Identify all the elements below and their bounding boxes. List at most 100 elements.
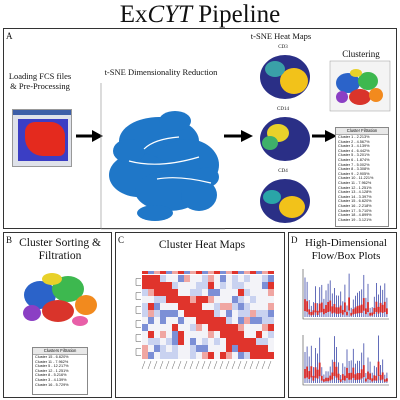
heatmap-cell: [160, 296, 166, 303]
heatmap-column-strip: [202, 271, 208, 274]
cluster-list-row[interactable]: Cluster 19 - 3.121%: [336, 218, 388, 223]
heatmap-cell: [178, 282, 184, 289]
heatmap-cell: [202, 296, 208, 303]
heatmap-column-strip: [184, 271, 190, 274]
box-plot-box: [321, 303, 323, 313]
box-plot-box: [323, 379, 325, 382]
cluster-filtration-list[interactable]: Cluster Filtration Cluster 1 - 2.213% Clu…: [335, 127, 389, 227]
heatmap-cell: [262, 310, 268, 317]
box-plot-box: [376, 302, 378, 312]
heatmap-cell: [214, 282, 220, 289]
panel-b-title: Cluster Sorting & Filtration: [12, 237, 108, 263]
heatmap-cell: [148, 345, 154, 352]
box-plot-box: [348, 297, 350, 310]
heatmap-cell: [244, 352, 250, 359]
heatmap-column-label-tick: [178, 361, 181, 369]
heatmap-cell: [214, 303, 220, 310]
box-plot-box: [315, 303, 317, 312]
box-plot-box: [325, 378, 327, 382]
heatmap-cell: [172, 289, 178, 296]
heatmap-cell: [262, 324, 268, 331]
cluster-sort-rows: Cluster 15 - 6.620% Cluster 11 - 7.962% Cl…: [33, 355, 87, 387]
heatmap-cell: [160, 338, 166, 345]
heatmap-cell: [196, 303, 202, 310]
heatmap-cell: [256, 310, 262, 317]
box-plot-box: [334, 362, 336, 376]
heatmap-cell: [244, 282, 250, 289]
heatmap-cell: [160, 289, 166, 296]
heatmap-cell: [166, 345, 172, 352]
heatmap-cell: [256, 303, 262, 310]
heatmap-column-label-tick: [202, 361, 205, 369]
heatmap-cell: [268, 324, 274, 331]
box-plot-box: [340, 379, 342, 381]
heatmap-column-strip: [160, 271, 166, 274]
heatmap-column-strip: [166, 271, 172, 274]
heatmap-cell: [232, 345, 238, 352]
heatmap-column-strip: [256, 271, 262, 274]
heatmap-column-label-tick: [232, 361, 235, 369]
fcs-thumbnail-plot: [18, 119, 68, 161]
heatmap-cell: [262, 352, 268, 359]
heatmap-cell: [178, 303, 184, 310]
heatmap-cell: [202, 289, 208, 296]
heatmap-cell: [208, 289, 214, 296]
box-plot-box: [369, 373, 371, 379]
heatmap-column-strip: [262, 271, 268, 274]
heatmap-cell: [184, 303, 190, 310]
box-plot-box: [350, 313, 352, 316]
heatmap-cell: [190, 352, 196, 359]
box-plot-box: [352, 368, 354, 378]
heatmap-column-strip: [142, 271, 148, 274]
box-plot-box: [344, 376, 346, 381]
heatmap-cell: [148, 338, 154, 345]
clustering-plot: [330, 61, 390, 111]
heatmap-cell: [160, 275, 166, 282]
heatmap-column-strip: [238, 271, 244, 274]
heatmap-cell: [214, 310, 220, 317]
heatmap-cell: [220, 289, 226, 296]
heatmap-cell: [244, 296, 250, 303]
heatmap-cell: [250, 282, 256, 289]
box-plot-box: [342, 374, 344, 380]
heatmap-column-label-tick: [256, 361, 259, 369]
heatmap-cell: [268, 303, 274, 310]
heatmap-row-dendrogram: [136, 349, 141, 356]
heatmap-cell: [172, 317, 178, 324]
box-plot-box: [386, 308, 388, 314]
heatmap-cell: [184, 310, 190, 317]
cluster-sort-list[interactable]: Clusters Filtration Cluster 15 - 6.620% C…: [32, 347, 88, 395]
heatmap-cell: [148, 296, 154, 303]
heatmap-cell: [250, 289, 256, 296]
box-plot-box: [373, 375, 375, 380]
cluster-heatmap: [128, 263, 280, 393]
heatmap-row-dendrogram: [136, 321, 141, 328]
heatmap-cell: [166, 275, 172, 282]
heatmap-cell: [190, 345, 196, 352]
heatmap-cell: [232, 338, 238, 345]
box-plot-box: [378, 362, 380, 376]
box-plot-box: [336, 367, 338, 378]
fcs-red-population: [25, 122, 65, 156]
sorted-blob-purple: [23, 305, 41, 321]
heatmap-cell: [142, 296, 148, 303]
heatmap-cell: [256, 331, 262, 338]
heatmap-cell: [238, 296, 244, 303]
heatmap-column-strip: [226, 271, 232, 274]
heatmap-cell: [262, 317, 268, 324]
panel-a-label: A: [6, 32, 13, 41]
cluster-sort-row[interactable]: Cluster 16 - 5.729%: [33, 383, 87, 388]
heatmap-cell: [196, 317, 202, 324]
box-plot-box: [386, 378, 388, 381]
heatmap-cell: [226, 289, 232, 296]
heatmap-cell: [268, 331, 274, 338]
heatmap-cell: [178, 275, 184, 282]
heatmap-cell: [250, 275, 256, 282]
heatmap-cell: [190, 282, 196, 289]
box-plot-box: [340, 306, 342, 314]
heatmap-cell: [256, 345, 262, 352]
box-plot-box: [308, 371, 310, 379]
heatmap-cell: [178, 310, 184, 317]
heatmap-cell: [178, 331, 184, 338]
tsne-cluster-blob: [137, 205, 173, 221]
